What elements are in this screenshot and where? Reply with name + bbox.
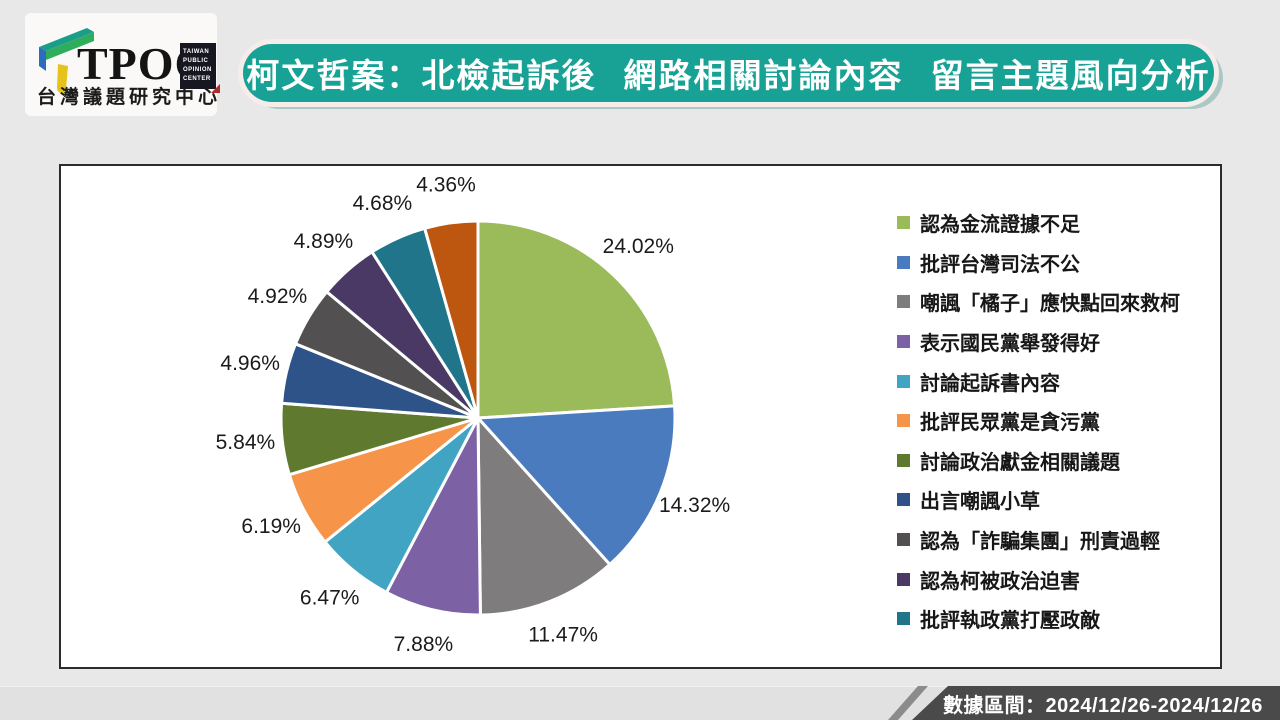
- pie-value-label: 4.92%: [248, 285, 308, 308]
- legend-label: 討論起訴書內容: [920, 372, 1060, 395]
- legend-label: 討論政治獻金相關議題: [920, 451, 1120, 474]
- pie-slice-3: [476, 416, 612, 617]
- legend-label: 表示國民黨舉發得好: [920, 333, 1100, 356]
- pie-value-label: 4.68%: [353, 192, 413, 215]
- title-banner: 柯文哲案：北檢起訴後 網路相關討論內容 留言主題風向分析: [243, 44, 1214, 102]
- badge-line: OPINION: [183, 67, 212, 73]
- pie-slice-2: [476, 404, 677, 566]
- legend-label: 批評台灣司法不公: [920, 253, 1080, 276]
- legend-swatch-icon: [897, 374, 910, 388]
- badge-line: PUBLIC: [183, 58, 209, 64]
- legend-label: 批評執政黨打壓政敵: [920, 610, 1100, 633]
- legend-label: 嘲諷「橘子」應快點回來救柯: [920, 293, 1180, 316]
- legend-item: 表示國民黨舉發得好: [897, 322, 1180, 362]
- pie-slice-4: [385, 416, 482, 617]
- legend-swatch-icon: [897, 414, 910, 428]
- tpoc-logo-mark-icon: [39, 28, 94, 94]
- pie-value-label: 24.02%: [603, 235, 674, 258]
- pie-slice-12: [423, 219, 480, 420]
- legend-item: 批評執政黨打壓政敵: [897, 599, 1180, 639]
- legend-item: 認為「詐騙集團」刑責過輕: [897, 520, 1180, 560]
- pie-value-label: 4.36%: [416, 174, 476, 197]
- legend-item: 批評民眾黨是貪污黨: [897, 401, 1180, 441]
- tpoc-logo: TPOC TAIWAN PUBLIC OPINION CENTER 台灣議題研究中心: [25, 13, 220, 116]
- pie-value-label: 6.19%: [241, 515, 301, 538]
- legend-item: 出言嘲諷小草: [897, 480, 1180, 520]
- legend-item: 認為柯被政治迫害: [897, 559, 1180, 599]
- legend-item: 認為金流證據不足: [897, 203, 1180, 243]
- date-range-banner: 數據區間：2024/12/26-2024/12/26: [912, 686, 1280, 720]
- legend-swatch-icon: [897, 216, 910, 230]
- legend-item: 討論起訴書內容: [897, 361, 1180, 401]
- pie-value-label: 4.89%: [294, 230, 354, 253]
- chart-box: 24.02% 14.32% 11.47% 7.88% 6.47% 6.19% 5.84% 4.…: [59, 164, 1222, 669]
- legend-swatch-icon: [897, 612, 910, 626]
- date-range-label: 數據區間：2024/12/26-2024/12/26: [943, 694, 1263, 717]
- legend-item: 嘲諷「橘子」應快點回來救柯: [897, 282, 1180, 322]
- pie-value-label: 14.32%: [659, 494, 730, 517]
- legend-label: 出言嘲諷小草: [920, 491, 1040, 514]
- legend-item: 討論政治獻金相關議題: [897, 441, 1180, 481]
- pie-value-label: 4.96%: [220, 352, 280, 375]
- page-title: 柯文哲案：北檢起訴後 網路相關討論內容 留言主題風向分析: [246, 57, 1211, 94]
- legend-swatch-icon: [897, 255, 910, 269]
- legend-label: 認為金流證據不足: [920, 214, 1080, 237]
- legend-swatch-icon: [897, 572, 910, 586]
- pie-value-label: 7.88%: [394, 633, 454, 656]
- pie-value-label: 5.84%: [216, 431, 276, 454]
- legend-swatch-icon: [897, 533, 910, 547]
- brand-badge: TAIWAN PUBLIC OPINION CENTER: [180, 43, 220, 93]
- badge-line: CENTER: [183, 76, 211, 82]
- pie-slice-1: [476, 219, 677, 420]
- legend-label: 認為柯被政治迫害: [920, 570, 1080, 593]
- pie-value-label: 11.47%: [528, 624, 598, 647]
- pie-chart: 24.02% 14.32% 11.47% 7.88% 6.47% 6.19% 5.84% 4.…: [216, 174, 731, 656]
- logo-subtitle: 台灣議題研究中心: [37, 87, 222, 108]
- legend-swatch-icon: [897, 295, 910, 309]
- chart-legend: 認為金流證據不足 批評台灣司法不公嘲諷「橘子」應快點回來救柯 表示國民黨舉發得好 討論…: [897, 203, 1180, 639]
- legend-swatch-icon: [897, 335, 910, 349]
- badge-line: TAIWAN: [183, 49, 210, 55]
- legend-label: 認為「詐騙集團」刑責過輕: [920, 531, 1160, 554]
- legend-swatch-icon: [897, 453, 910, 467]
- legend-item: 批評台灣司法不公: [897, 243, 1180, 283]
- legend-swatch-icon: [897, 493, 910, 507]
- pie-value-label: 6.47%: [300, 587, 360, 610]
- legend-label: 批評民眾黨是貪污黨: [920, 412, 1100, 435]
